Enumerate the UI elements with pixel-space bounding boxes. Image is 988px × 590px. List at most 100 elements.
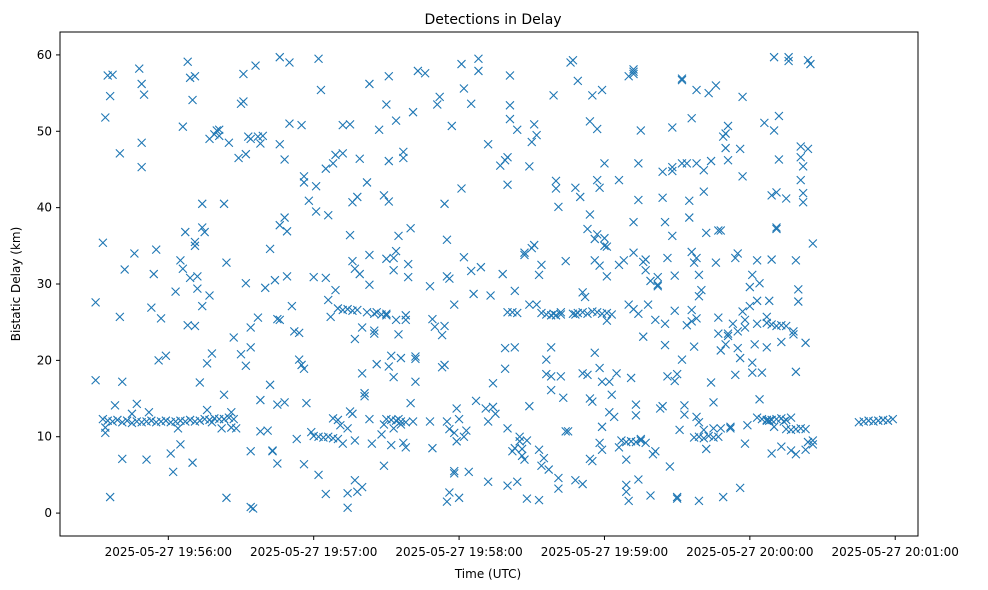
- detection-point-482: [709, 397, 718, 407]
- detection-point-445: [672, 369, 682, 379]
- detection-point-173: [355, 154, 365, 164]
- detection-point-458: [687, 113, 697, 123]
- y-tick-label-4: 40: [37, 201, 52, 215]
- track-26km-b-point-11: [578, 307, 588, 317]
- detection-point-511: [735, 353, 745, 363]
- track-12km-c-point-1: [757, 414, 767, 424]
- detection-point-142: [321, 164, 331, 174]
- detection-point-492: [718, 492, 728, 502]
- detection-point-82: [239, 97, 248, 106]
- detection-point-537: [767, 255, 777, 264]
- detection-point-254: [449, 428, 459, 438]
- detection-point-271: [471, 396, 481, 406]
- detection-point-272: [474, 54, 483, 64]
- detection-point-485: [711, 258, 721, 268]
- detection-point-201: [384, 362, 394, 371]
- track-26km-a-point-2: [343, 304, 353, 314]
- track-12km-c-point-0: [752, 413, 762, 423]
- detection-point-474: [699, 165, 709, 175]
- detection-point-153: [335, 420, 345, 430]
- detection-point-19: [134, 64, 144, 74]
- detection-point-422: [650, 315, 660, 325]
- detection-point-36: [176, 439, 185, 449]
- detection-point-122: [287, 301, 297, 311]
- detection-point-559: [791, 367, 801, 377]
- detection-point-487: [713, 226, 723, 235]
- detection-point-248: [442, 417, 452, 426]
- detection-point-317: [532, 130, 542, 140]
- detection-point-231: [413, 66, 423, 76]
- detection-point-29: [154, 355, 164, 365]
- y-tick-label-2: 20: [37, 353, 52, 367]
- detection-point-226: [408, 417, 418, 426]
- track-12km-c-point-6: [781, 415, 791, 425]
- detection-point-393: [621, 480, 631, 490]
- detection-point-431: [660, 319, 670, 329]
- detection-point-374: [597, 85, 607, 95]
- detection-point-93: [248, 504, 258, 513]
- detection-point-336: [554, 473, 563, 483]
- track-12km-a-point-25: [219, 414, 229, 424]
- detection-point-416: [641, 255, 651, 264]
- detection-point-310: [524, 401, 534, 411]
- track-9km-point-4: [636, 436, 646, 445]
- detection-point-446: [675, 425, 684, 435]
- detection-point-110: [272, 314, 282, 324]
- detection-point-405: [631, 410, 641, 420]
- detection-point-259: [454, 414, 464, 424]
- detection-point-232: [420, 68, 430, 78]
- detection-point-85: [241, 278, 251, 288]
- detection-point-468: [692, 412, 701, 422]
- detection-point-57: [200, 227, 210, 237]
- detection-point-207: [389, 265, 399, 275]
- detection-point-555: [789, 326, 798, 336]
- detection-point-464: [692, 158, 701, 168]
- detection-point-38: [178, 264, 188, 274]
- detection-point-554: [786, 446, 796, 455]
- detection-point-573: [806, 59, 815, 69]
- detection-point-196: [381, 254, 391, 264]
- detection-point-256: [449, 468, 459, 478]
- detection-point-496: [721, 339, 730, 349]
- detection-point-377: [600, 233, 609, 243]
- detection-point-247: [442, 497, 452, 507]
- detection-point-411: [636, 126, 646, 135]
- detection-point-293: [505, 114, 515, 124]
- detection-point-25: [144, 407, 154, 417]
- detection-point-137: [311, 207, 321, 216]
- detection-point-321: [537, 260, 546, 270]
- detection-point-329: [546, 385, 556, 395]
- detection-point-151: [331, 150, 340, 160]
- detection-point-115: [280, 155, 290, 164]
- y-tick-label-1: 10: [37, 430, 52, 444]
- detection-point-112: [275, 220, 285, 230]
- detection-point-253: [449, 300, 459, 310]
- detection-point-89: [246, 342, 256, 352]
- detection-point-12: [115, 149, 125, 158]
- detection-point-278: [483, 477, 493, 487]
- detection-point-303: [517, 451, 527, 461]
- detection-point-243: [440, 199, 449, 209]
- detection-point-149: [328, 414, 338, 423]
- detection-point-10: [110, 401, 120, 410]
- detection-point-430: [660, 217, 670, 227]
- detection-point-313: [527, 137, 537, 147]
- detection-point-539: [767, 449, 777, 458]
- detection-point-328: [546, 342, 556, 352]
- detection-point-67: [214, 131, 224, 141]
- detection-point-14: [117, 454, 127, 464]
- detection-point-360: [587, 90, 597, 100]
- detection-point-198: [384, 156, 394, 166]
- detection-point-379: [600, 241, 609, 251]
- detection-point-138: [311, 181, 321, 191]
- detection-point-18: [132, 399, 142, 409]
- detection-point-212: [394, 231, 403, 241]
- detection-point-567: [798, 197, 808, 207]
- detection-point-183: [365, 250, 374, 260]
- detection-point-277: [483, 417, 493, 426]
- detection-point-536: [764, 296, 774, 306]
- detection-point-223: [403, 272, 413, 282]
- detection-point-275: [481, 404, 491, 413]
- detection-point-318: [534, 270, 544, 280]
